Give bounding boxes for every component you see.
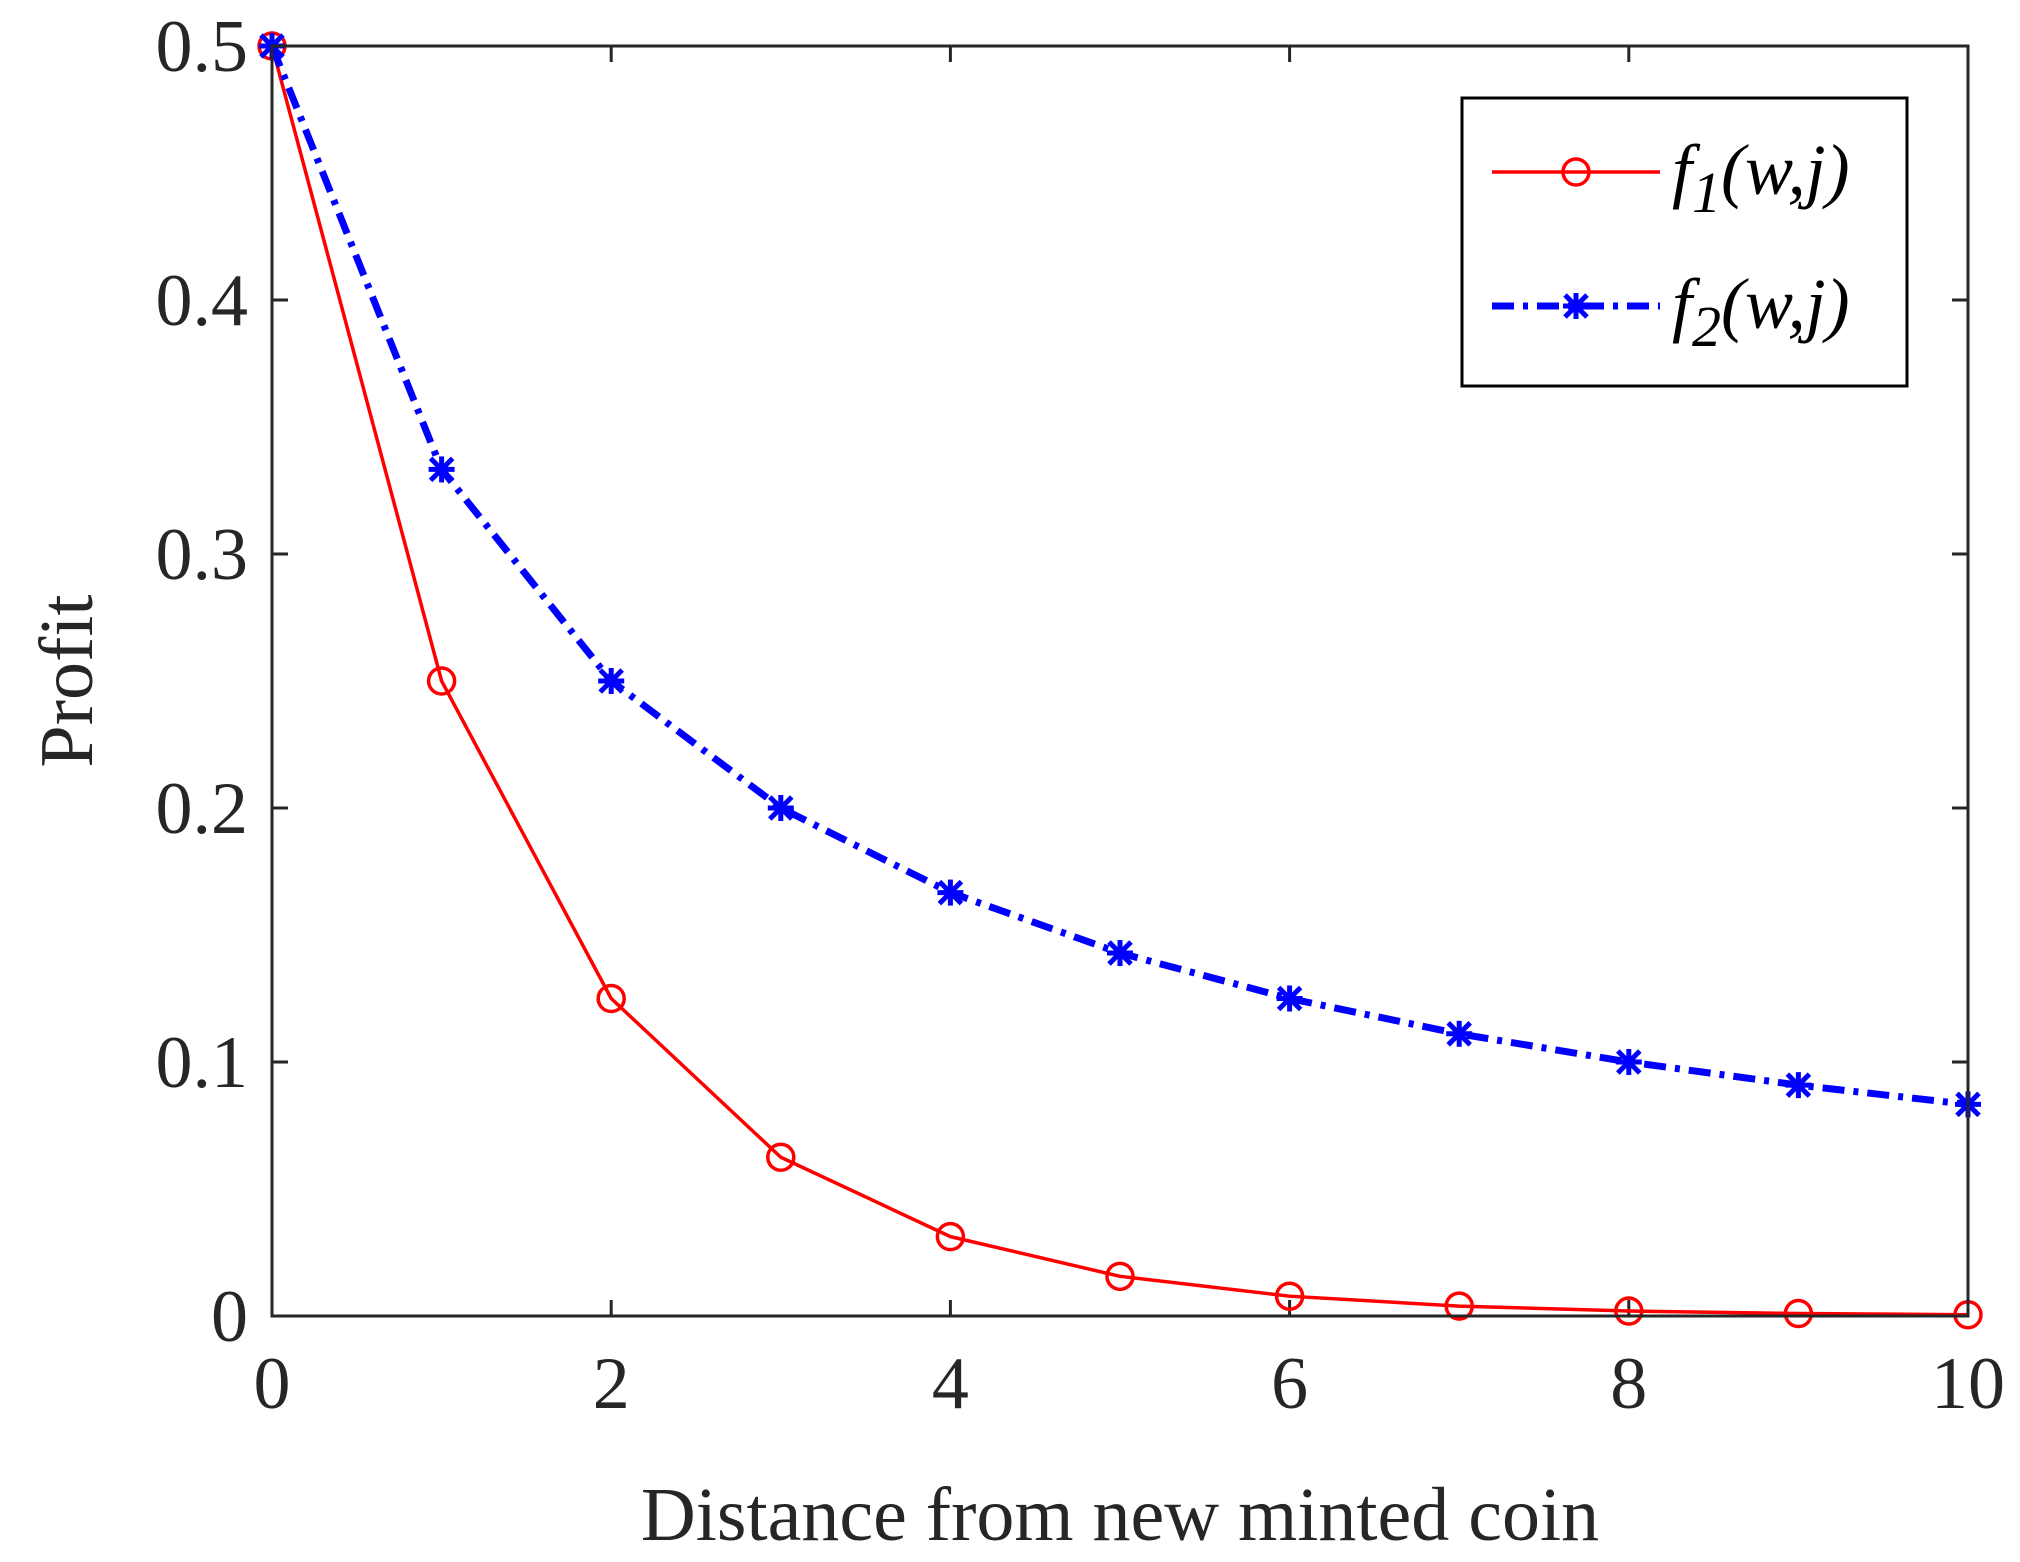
data-point	[935, 1221, 966, 1252]
data-point	[1276, 985, 1303, 1012]
y-tick-label: 0.1	[156, 1022, 249, 1104]
data-point	[1446, 1020, 1473, 1047]
y-tick-label: 0	[211, 1276, 248, 1358]
data-point	[598, 668, 625, 694]
y-tick-label: 0.2	[156, 768, 249, 850]
axes-box	[270, 44, 1970, 1318]
data-point	[937, 879, 964, 906]
series-2	[259, 33, 1981, 1118]
x-tick-label: 10	[1931, 1343, 2005, 1425]
x-axis-ticks: 0 2 4 6 8 10	[254, 46, 2005, 1425]
x-tick-label: 6	[1271, 1343, 1308, 1425]
data-point	[596, 983, 626, 1014]
legend-label: f2(w,j)	[1672, 264, 1850, 359]
series-line-1	[270, 45, 1969, 1317]
y-axis-title: Profit	[25, 594, 109, 767]
legend-marker	[1563, 293, 1589, 319]
y-tick-label: 0.4	[156, 260, 249, 342]
legend: f1(w,j) f2(w,j)	[1460, 96, 1909, 388]
legend-label: f1(w,j)	[1672, 130, 1850, 225]
data-point	[1274, 1281, 1305, 1311]
legend-marker	[1561, 157, 1591, 187]
data-point	[426, 666, 457, 696]
data-point	[1105, 1261, 1135, 1292]
data-point	[1107, 940, 1133, 967]
data-point	[1614, 1296, 1644, 1326]
data-point	[767, 795, 794, 821]
data-point	[1783, 1298, 1814, 1329]
x-tick-label: 8	[1610, 1343, 1647, 1425]
y-tick-label: 0.5	[156, 6, 249, 88]
x-tick-label: 2	[593, 1343, 630, 1425]
data-point	[1615, 1049, 1642, 1075]
y-tick-label: 0.3	[156, 514, 249, 596]
data-point	[428, 456, 455, 483]
y-axis-ticks: 0 0.1 0.2 0.3 0.4 0.5	[156, 6, 1968, 1358]
x-tick-label: 0	[254, 1343, 291, 1425]
legend-item-1: f1(w,j)	[1492, 130, 1850, 225]
legend-box	[1460, 96, 1909, 388]
x-axis-title: Distance from new minted coin	[641, 1473, 1599, 1557]
legend-item-2: f2(w,j)	[1492, 264, 1850, 359]
data-point	[766, 1142, 796, 1172]
data-point	[1444, 1291, 1474, 1321]
x-tick-label: 4	[932, 1343, 969, 1425]
data-point	[1785, 1072, 1812, 1099]
